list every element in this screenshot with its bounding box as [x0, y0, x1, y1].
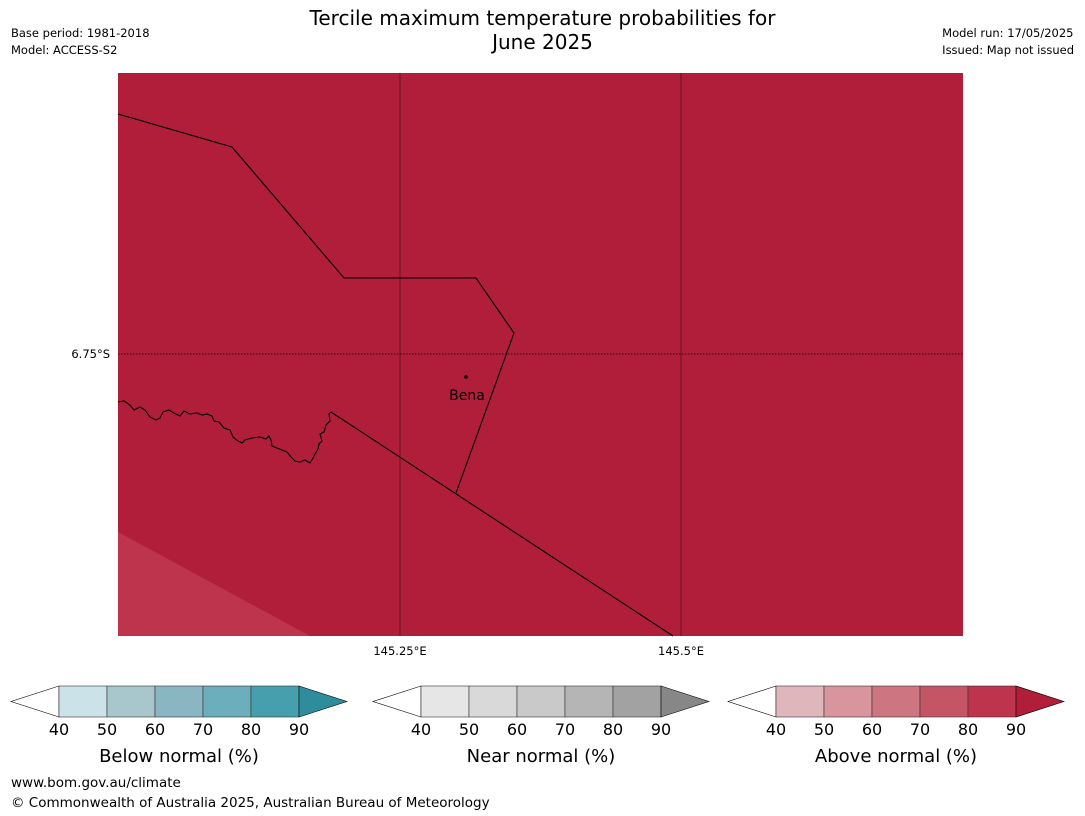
- colorbar-tick-label: 80: [603, 720, 623, 739]
- colorbar-tick-label: 90: [651, 720, 671, 739]
- colorbar-high-arrow: [1015, 685, 1065, 718]
- colorbar-legends: 40 50 60 70 80 90 Below normal (%) 40 50 60 70 80 90…: [10, 685, 1065, 767]
- colorbar-segment: [420, 685, 470, 718]
- longitude-tick-label: 145.5°E: [658, 644, 704, 658]
- colorbar-low-arrow: [372, 685, 422, 718]
- probability-fill: [118, 73, 963, 636]
- title-line-2: June 2025: [492, 30, 593, 54]
- lower-probability-region: [118, 532, 310, 636]
- map-title: Tercile maximum temperature probabilitie…: [0, 6, 1085, 54]
- issued-status: Issued: Map not issued: [942, 43, 1074, 57]
- colorbar-tick-label: 90: [1006, 720, 1026, 739]
- longitude-tick-label: 145.25°E: [373, 644, 426, 658]
- colorbar-label: Below normal (%): [99, 746, 259, 767]
- colorbar-tick-label: 50: [814, 720, 834, 739]
- colorbar: 40 50 60 70 80 90 Below normal (%): [10, 685, 348, 767]
- colorbar-segment: [202, 685, 252, 718]
- colorbar-segment: [823, 685, 873, 718]
- colorbar-tick-label: 60: [507, 720, 527, 739]
- district-boundary: [330, 411, 674, 637]
- colorbar-tick-label: 60: [145, 720, 165, 739]
- colorbar: 40 50 60 70 80 90 Above normal (%): [727, 685, 1065, 767]
- header-meta-right: Model run: 17/05/2025 Issued: Map not is…: [942, 25, 1074, 59]
- colorbar-segment: [106, 685, 156, 718]
- colorbar-segment: [919, 685, 969, 718]
- colorbar-segment: [871, 685, 921, 718]
- colorbar-segment: [612, 685, 662, 718]
- colorbar-low-arrow: [10, 685, 60, 718]
- colorbar-segment: [967, 685, 1017, 718]
- town-marker: [464, 375, 468, 379]
- colorbar-tick-label: 70: [555, 720, 575, 739]
- colorbar-high-arrow: [660, 685, 710, 718]
- colorbar-segment: [775, 685, 825, 718]
- colorbar-tick-label: 80: [958, 720, 978, 739]
- colorbar-tick-label: 50: [459, 720, 479, 739]
- colorbar-label: Near normal (%): [467, 746, 616, 767]
- colorbar-low-arrow: [727, 685, 777, 718]
- map-panel: Bena: [117, 73, 963, 637]
- colorbar-segment: [468, 685, 518, 718]
- footer-copyright: © Commonwealth of Australia 2025, Austra…: [11, 795, 490, 811]
- colorbar-segment: [564, 685, 614, 718]
- colorbar-segment: [58, 685, 108, 718]
- colorbar: 40 50 60 70 80 90 Near normal (%): [372, 685, 710, 767]
- river: [117, 400, 332, 464]
- colorbar-tick-label: 40: [766, 720, 786, 739]
- colorbar-tick-label: 40: [49, 720, 69, 739]
- colorbar-segment: [516, 685, 566, 718]
- colorbar-tick-label: 70: [910, 720, 930, 739]
- colorbar-label: Above normal (%): [815, 746, 977, 767]
- colorbar-tick-label: 90: [289, 720, 309, 739]
- colorbar-tick-label: 40: [411, 720, 431, 739]
- colorbar-tick-label: 50: [97, 720, 117, 739]
- district-boundary: [117, 113, 515, 494]
- footer-url: www.bom.gov.au/climate: [11, 775, 181, 791]
- colorbar-high-arrow: [298, 685, 348, 718]
- colorbar-segment: [154, 685, 204, 718]
- model-run: Model run: 17/05/2025: [942, 26, 1074, 40]
- base-period: Base period: 1981-2018: [11, 26, 150, 40]
- header-meta-left: Base period: 1981-2018 Model: ACCESS-S2: [11, 25, 150, 59]
- colorbar-segment: [250, 685, 300, 718]
- colorbar-tick-label: 70: [193, 720, 213, 739]
- model-name: Model: ACCESS-S2: [11, 43, 118, 57]
- town-label: Bena: [449, 388, 485, 404]
- colorbar-tick-label: 60: [862, 720, 882, 739]
- latitude-tick-label: 6.75°S: [71, 347, 110, 361]
- colorbar-tick-label: 80: [241, 720, 261, 739]
- title-line-1: Tercile maximum temperature probabilitie…: [309, 6, 776, 30]
